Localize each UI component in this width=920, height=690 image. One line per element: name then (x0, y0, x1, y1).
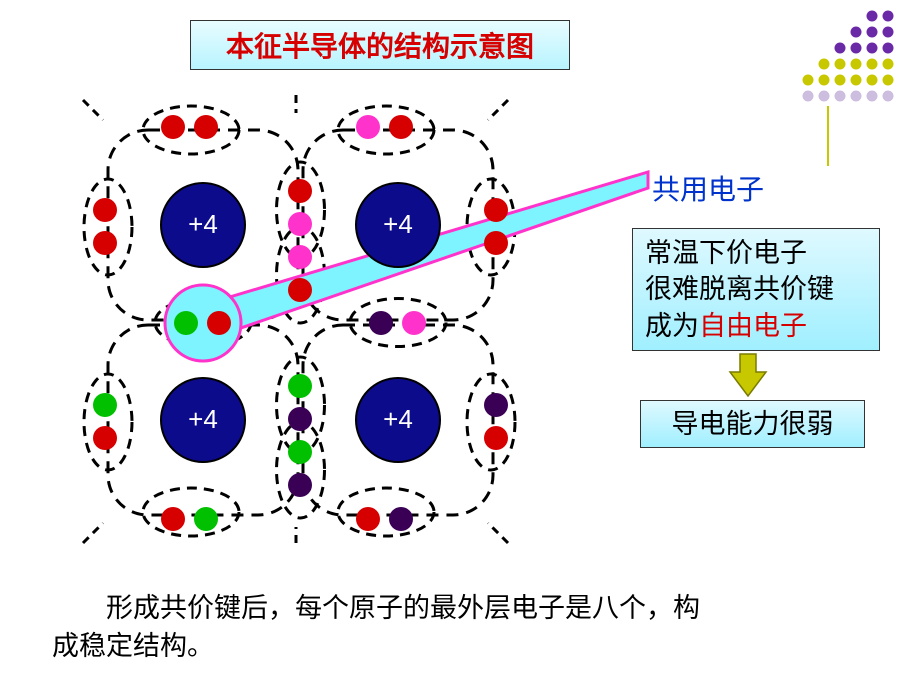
svg-text:+4: +4 (383, 404, 413, 434)
bottom-line2: 成稳定结构。 (52, 631, 214, 661)
decor-dots (800, 6, 920, 176)
svg-text:+4: +4 (383, 209, 413, 239)
svg-text:+4: +4 (188, 209, 218, 239)
semiconductor-diagram: +4 +4 +4 +4 (78, 95, 698, 555)
svg-text:+4: +4 (188, 404, 218, 434)
bottom-text: 形成共价键后，每个原子的最外层电子是八个，构 成稳定结构。 (52, 590, 700, 666)
arrow-down-icon (726, 352, 770, 400)
info-segment: 自由电子 (699, 311, 807, 341)
title-box: 本征半导体的结构示意图 (190, 20, 570, 70)
title-text: 本征半导体的结构示意图 (226, 32, 534, 63)
bottom-line1: 形成共价键后，每个原子的最外层电子是八个，构 (52, 593, 700, 623)
